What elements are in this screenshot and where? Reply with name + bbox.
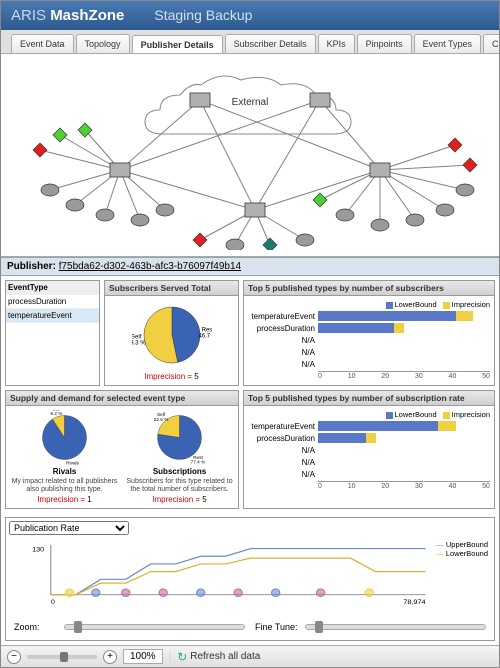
pubrate-chart: — UpperBound— LowerBound 130078,974: [6, 538, 494, 618]
bar-row: processDuration: [248, 323, 490, 333]
sliders: Zoom: Fine Tune:: [6, 618, 494, 640]
svg-text:0: 0: [51, 600, 55, 607]
tab-cpu-memo[interactable]: CPU/Memo: [483, 34, 499, 53]
refresh-button[interactable]: ↻ Refresh all data: [177, 650, 260, 664]
subscriptions-column: Rest77.4 %Self22.6 % Subscriptions Subsc…: [125, 410, 234, 504]
app-window: ARIS MashZone Staging Backup Event DataT…: [0, 0, 500, 668]
svg-text:9.2 %: 9.2 %: [50, 411, 63, 416]
publisher-id: f75bda62-d302-463b-afc3-b76097f49b14: [59, 261, 241, 272]
bar-row: N/A: [248, 347, 490, 357]
panel-publication-rate: Publication Rate — UpperBound— LowerBoun…: [5, 517, 495, 641]
bar-row: temperatureEvent: [248, 421, 490, 431]
eventtype-row[interactable]: temperatureEvent: [6, 309, 99, 323]
svg-text:22.6 %: 22.6 %: [154, 417, 169, 422]
rivals-column: Rivals90.8 %Self9.2 % Rivals My impact r…: [10, 410, 119, 504]
topology-diagram: External: [7, 60, 493, 250]
tab-topology[interactable]: Topology: [76, 34, 130, 53]
page-subtitle: Staging Backup: [154, 7, 252, 23]
pie-served: Rest46.7 %Self53.3 %: [132, 300, 212, 370]
panel-title-top5-sub: Top 5 published types by number of subsc…: [244, 281, 494, 296]
zoom-value: 100%: [123, 649, 163, 664]
svg-text:Rivals: Rivals: [66, 461, 79, 465]
zoom-footer-slider[interactable]: [27, 655, 97, 659]
pie-rivals: Rivals90.8 %Self9.2 %: [32, 410, 97, 465]
zoom-slider-label: Zoom:: [14, 622, 64, 632]
bar-row: N/A: [248, 469, 490, 479]
footer-bar: − + 100% | ↻ Refresh all data: [1, 645, 499, 667]
panel-eventtype: EventType processDurationtemperatureEven…: [5, 280, 100, 386]
panel-top5-subrate: Top 5 published types by number of subsc…: [243, 390, 495, 509]
bar-row: processDuration: [248, 433, 490, 443]
publisher-label: Publisher:: [7, 261, 56, 272]
bar-row: N/A: [248, 335, 490, 345]
tab-pinpoints[interactable]: Pinpoints: [357, 34, 412, 53]
panel-title-served: Subscribers Served Total: [105, 281, 238, 296]
zoom-out-button[interactable]: −: [7, 650, 21, 664]
svg-text:External: External: [232, 97, 269, 108]
panel-supply-demand: Supply and demand for selected event typ…: [5, 390, 239, 509]
brand: ARIS MashZone: [11, 7, 124, 24]
pubrate-select[interactable]: Publication Rate: [9, 521, 129, 535]
panel-top5-subscribers: Top 5 published types by number of subsc…: [243, 280, 495, 386]
eventtype-header: EventType: [6, 281, 99, 295]
tab-event-types[interactable]: Event Types: [414, 34, 481, 53]
rivals-title: Rivals: [53, 467, 77, 476]
header-bar: ARIS MashZone Staging Backup: [1, 1, 499, 30]
tab-kpis[interactable]: KPIs: [318, 34, 355, 53]
eventtype-row[interactable]: processDuration: [6, 295, 99, 309]
svg-text:130: 130: [32, 547, 44, 554]
bar-row: N/A: [248, 359, 490, 369]
fine-slider-label: Fine Tune:: [255, 622, 305, 632]
bar-row: temperatureEvent: [248, 311, 490, 321]
panel-title-supply: Supply and demand for selected event typ…: [6, 391, 238, 406]
refresh-label: Refresh all data: [190, 651, 260, 662]
panels-area: EventType processDurationtemperatureEven…: [1, 276, 499, 513]
svg-text:53.3 %: 53.3 %: [132, 341, 146, 347]
svg-text:77.4 %: 77.4 %: [191, 460, 206, 465]
rivals-caption: My impact related to all publishers also…: [10, 478, 119, 493]
bar-row: N/A: [248, 445, 490, 455]
brand-name: MashZone: [50, 7, 124, 24]
refresh-icon: ↻: [177, 650, 187, 664]
fine-tune-slider[interactable]: [305, 624, 486, 630]
svg-text:46.7 %: 46.7 %: [198, 333, 212, 339]
bar-row: N/A: [248, 457, 490, 467]
zoom-in-button[interactable]: +: [103, 650, 117, 664]
brand-prefix: ARIS: [11, 7, 46, 24]
panel-subscribers-served: Subscribers Served Total Rest46.7 %Self5…: [104, 280, 239, 386]
tab-event-data[interactable]: Event Data: [11, 34, 74, 53]
zoom-slider[interactable]: [64, 624, 245, 630]
tab-subscriber-details[interactable]: Subscriber Details: [225, 34, 316, 53]
tab-publisher-details[interactable]: Publisher Details: [132, 35, 223, 54]
panel-title-top5-rate: Top 5 published types by number of subsc…: [244, 391, 494, 406]
tab-bar: Event DataTopologyPublisher DetailsSubsc…: [1, 30, 499, 54]
imprecision-served: Imprecision = 5: [144, 372, 198, 381]
svg-text:78,974: 78,974: [403, 600, 425, 607]
subs-caption: Subscribers for this type related to the…: [125, 478, 234, 493]
topology-panel: External: [1, 54, 499, 257]
pie-subscriptions: Rest77.4 %Self22.6 %: [147, 410, 212, 465]
subs-title: Subscriptions: [153, 467, 206, 476]
publisher-bar: Publisher: f75bda62-d302-463b-afc3-b7609…: [1, 257, 499, 276]
